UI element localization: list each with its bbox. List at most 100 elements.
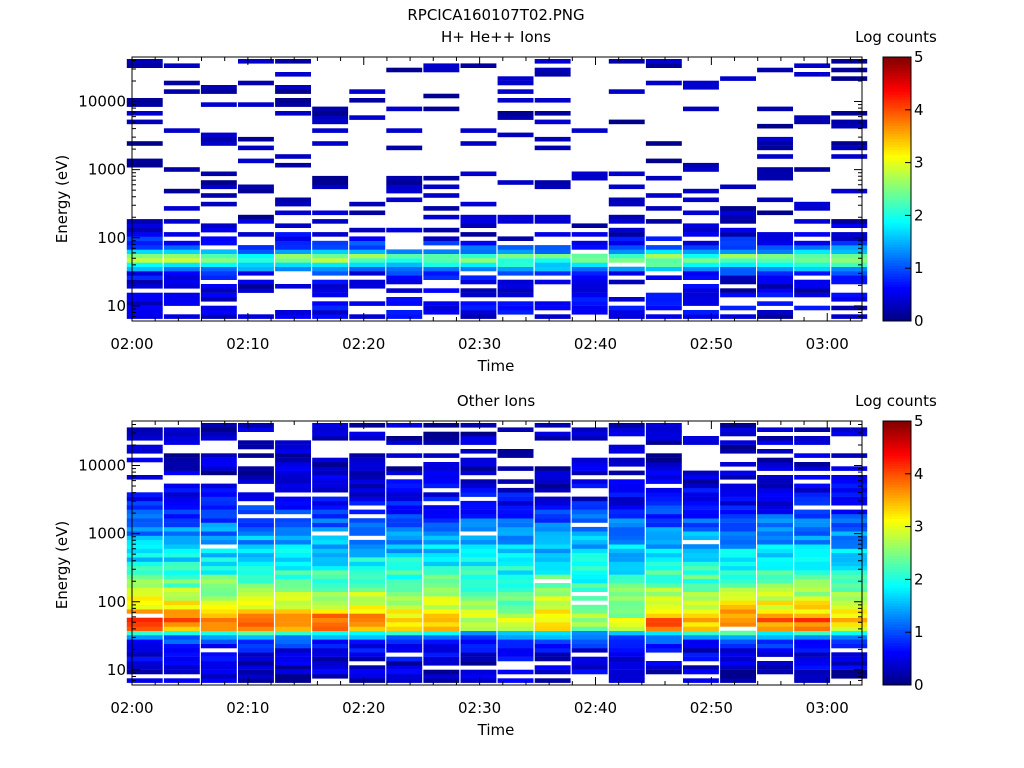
panel2-cell	[460, 509, 497, 515]
panel2-cell	[275, 483, 311, 489]
panel1-cell	[645, 262, 682, 267]
panel2-colorbar-segment	[883, 547, 911, 551]
panel2-cell	[386, 518, 423, 523]
panel2-cell	[534, 513, 571, 519]
panel2-cell	[831, 583, 868, 588]
panel2-cell	[312, 600, 349, 605]
panel2-cell	[794, 548, 831, 554]
panel1-cell	[645, 158, 682, 164]
panel2-cell	[275, 678, 311, 683]
panel2-cell	[275, 496, 311, 502]
panel2-cell	[460, 591, 497, 597]
panel1-cell	[720, 271, 756, 276]
panel1-colorbar-segment	[883, 223, 911, 227]
panel2-cell	[238, 539, 274, 545]
panel2-cell	[238, 639, 274, 644]
panel2-cell	[757, 578, 793, 584]
panel2-cell	[126, 531, 163, 536]
panel1-ytick-label: 1000	[88, 161, 126, 179]
panel2-colorbar-segment	[883, 579, 911, 583]
panel1-cell	[757, 245, 793, 250]
panel1-cell	[831, 245, 868, 250]
panel2-cell	[275, 466, 311, 471]
panel2-cell	[534, 423, 571, 428]
panel2-colorbar-segment	[883, 574, 911, 578]
panel2-cell	[831, 492, 868, 497]
panel2-colorbar-segment	[883, 669, 911, 673]
panel2-cell	[238, 587, 274, 592]
panel1-colorbar-segment	[883, 297, 911, 301]
panel2-cell	[200, 505, 237, 510]
panel1-cell	[312, 279, 349, 285]
panel2-cell	[794, 487, 831, 493]
panel2-cell	[794, 561, 831, 567]
panel2-cell	[312, 661, 349, 666]
panel2-cell	[349, 518, 386, 523]
panel2-cell	[460, 678, 497, 683]
panel2-ytick-label: 10	[107, 661, 126, 679]
panel2-cell	[794, 522, 831, 528]
panel2-cell	[386, 643, 423, 649]
panel2-cell	[423, 626, 460, 631]
panel2-cell	[831, 535, 868, 541]
panel1-cell	[460, 305, 497, 311]
panel1-cell	[645, 175, 682, 181]
panel2-cell	[645, 500, 682, 506]
panel1-cell	[238, 249, 274, 254]
panel2-cell	[831, 652, 868, 657]
panel1-cell	[349, 262, 386, 267]
panel1-cell	[275, 258, 311, 263]
panel2-cell	[794, 630, 831, 636]
panel2-cell	[312, 496, 349, 502]
panel2-cell	[126, 427, 163, 432]
panel2-cell	[386, 587, 423, 592]
panel1-cell	[645, 266, 682, 272]
panel1-colorbar-segment	[883, 289, 911, 293]
panel1-cell	[794, 245, 831, 250]
panel2-cell	[683, 552, 719, 558]
panel1-cell	[683, 240, 719, 246]
panel2-cell	[126, 544, 163, 549]
panel1-cell	[534, 305, 571, 311]
panel2-cell	[200, 596, 237, 601]
panel2-cell	[200, 483, 237, 489]
panel2-cell	[497, 656, 534, 662]
panel2-colorbar-segment	[883, 613, 911, 617]
panel2-cell	[349, 544, 386, 549]
panel2-cell	[794, 500, 831, 506]
panel2-cell	[757, 548, 793, 554]
panel1-cell	[757, 253, 793, 259]
panel2-cell	[423, 635, 460, 640]
panel2-cell	[831, 526, 868, 532]
panel2-cell	[126, 522, 163, 528]
panel2-cell	[423, 630, 460, 636]
panel2-cell	[163, 552, 200, 558]
panel2-cell	[423, 591, 460, 597]
panel1-cell	[571, 275, 608, 280]
panel2-cell	[163, 617, 200, 623]
panel1-cell	[163, 292, 200, 298]
panel1-xtick-label: 02:20	[342, 335, 385, 353]
panel2-cell	[571, 483, 608, 489]
panel1-cell	[312, 284, 349, 289]
panel2-cell	[238, 643, 274, 649]
panel2-cell	[757, 436, 793, 441]
panel2-cell	[831, 604, 868, 610]
panel2-cell	[349, 574, 386, 580]
panel1-colorbar-segment	[883, 313, 911, 317]
panel2-cell	[238, 574, 274, 580]
panel2-colorbar-segment	[883, 658, 911, 662]
panel1-colorbar-segment	[883, 196, 911, 200]
panel1-cell	[831, 305, 868, 311]
panel2-cell	[608, 648, 645, 653]
panel2-cell	[757, 639, 793, 644]
panel2-cell	[275, 643, 311, 649]
panel1-cell	[275, 162, 311, 168]
panel2-cell	[163, 669, 200, 675]
panel1-cell	[645, 219, 682, 224]
panel2-cell	[757, 587, 793, 592]
panel1-cell	[571, 245, 608, 250]
panel2-cell	[757, 583, 793, 588]
panel2-cell	[534, 557, 571, 562]
panel2-cell	[757, 635, 793, 640]
